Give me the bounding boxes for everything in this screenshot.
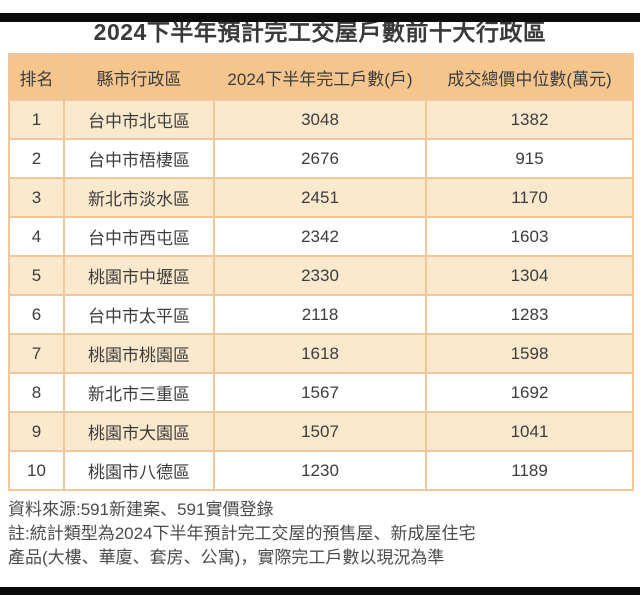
median-price-cell: 1189 [425, 450, 634, 491]
units-cell: 2342 [213, 216, 427, 257]
median-price-cell: 1382 [425, 99, 634, 140]
district-cell: 桃園市中壢區 [63, 255, 215, 296]
table-row: 1 台中市北屯區 3048 1382 [8, 99, 634, 140]
table-row: 3 新北市淡水區 2451 1170 [8, 177, 634, 218]
units-cell: 1618 [213, 333, 427, 374]
table-row: 5 桃園市中壢區 2330 1304 [8, 255, 634, 296]
median-price-cell: 1041 [425, 411, 634, 452]
units-cell: 1230 [213, 450, 427, 491]
units-cell: 2451 [213, 177, 427, 218]
table-row: 10 桃園市八德區 1230 1189 [8, 450, 634, 491]
bottom-letterbox-bar [0, 587, 640, 595]
district-cell: 桃園市大園區 [63, 411, 215, 452]
median-price-cell: 1598 [425, 333, 634, 374]
footer-notes: 資料來源:591新建案、591實價登錄 註:統計類型為2024下半年預計完工交屋… [8, 498, 632, 570]
units-cell: 2330 [213, 255, 427, 296]
rank-cell: 9 [8, 411, 65, 452]
district-cell: 桃園市八德區 [63, 450, 215, 491]
rank-cell: 7 [8, 333, 65, 374]
page-title: 2024下半年預計完工交屋戶數前十大行政區 [93, 19, 547, 45]
units-cell: 1567 [213, 372, 427, 413]
median-price-cell: 1304 [425, 255, 634, 296]
statistics-note-line1: 註:統計類型為2024下半年預計完工交屋的預售屋、新成屋住宅 [8, 524, 476, 543]
median-price-cell: 1283 [425, 294, 634, 335]
table-body: 1 台中市北屯區 3048 1382 2 台中市梧棲區 2676 915 3 新北市淡水區 2451… [8, 99, 634, 491]
median-price-cell: 1170 [425, 177, 634, 218]
median-price-cell: 1603 [425, 216, 634, 257]
table-row: 2 台中市梧棲區 2676 915 [8, 138, 634, 179]
district-cell: 台中市北屯區 [63, 99, 215, 140]
district-cell: 新北市三重區 [63, 372, 215, 413]
completion-ranking-table: 排名 縣市行政區 2024下半年完工戶數(戶) 成交總價中位數(萬元) 1 台中市… [8, 53, 634, 491]
district-cell: 台中市西屯區 [63, 216, 215, 257]
table-row: 8 新北市三重區 1567 1692 [8, 372, 634, 413]
rank-cell: 6 [8, 294, 65, 335]
rank-cell: 5 [8, 255, 65, 296]
rank-cell: 1 [8, 99, 65, 140]
rank-cell: 10 [8, 450, 65, 491]
units-cell: 2118 [213, 294, 427, 335]
median-price-cell: 915 [425, 138, 634, 179]
district-cell: 台中市太平區 [63, 294, 215, 335]
rank-cell: 4 [8, 216, 65, 257]
district-cell: 新北市淡水區 [63, 177, 215, 218]
header-units: 2024下半年完工戶數(戶) [213, 53, 427, 101]
statistics-note-line2: 產品(大樓、華廈、套房、公寓)，實際完工戶數以現況為準 [8, 548, 445, 567]
header-rank: 排名 [8, 53, 65, 101]
units-cell: 3048 [213, 99, 427, 140]
rank-cell: 8 [8, 372, 65, 413]
district-cell: 台中市梧棲區 [63, 138, 215, 179]
rank-cell: 2 [8, 138, 65, 179]
median-price-cell: 1692 [425, 372, 634, 413]
table-row: 6 台中市太平區 2118 1283 [8, 294, 634, 335]
units-cell: 2676 [213, 138, 427, 179]
header-district: 縣市行政區 [63, 53, 215, 101]
district-cell: 桃園市桃園區 [63, 333, 215, 374]
table-header-row: 排名 縣市行政區 2024下半年完工戶數(戶) 成交總價中位數(萬元) [8, 53, 634, 101]
table-row: 4 台中市西屯區 2342 1603 [8, 216, 634, 257]
table-row: 7 桃園市桃園區 1618 1598 [8, 333, 634, 374]
header-median-price: 成交總價中位數(萬元) [425, 53, 634, 101]
data-source-note: 資料來源:591新建案、591實價登錄 [8, 500, 274, 519]
top-letterbox-bar [0, 13, 640, 22]
table-row: 9 桃園市大園區 1507 1041 [8, 411, 634, 452]
units-cell: 1507 [213, 411, 427, 452]
rank-cell: 3 [8, 177, 65, 218]
